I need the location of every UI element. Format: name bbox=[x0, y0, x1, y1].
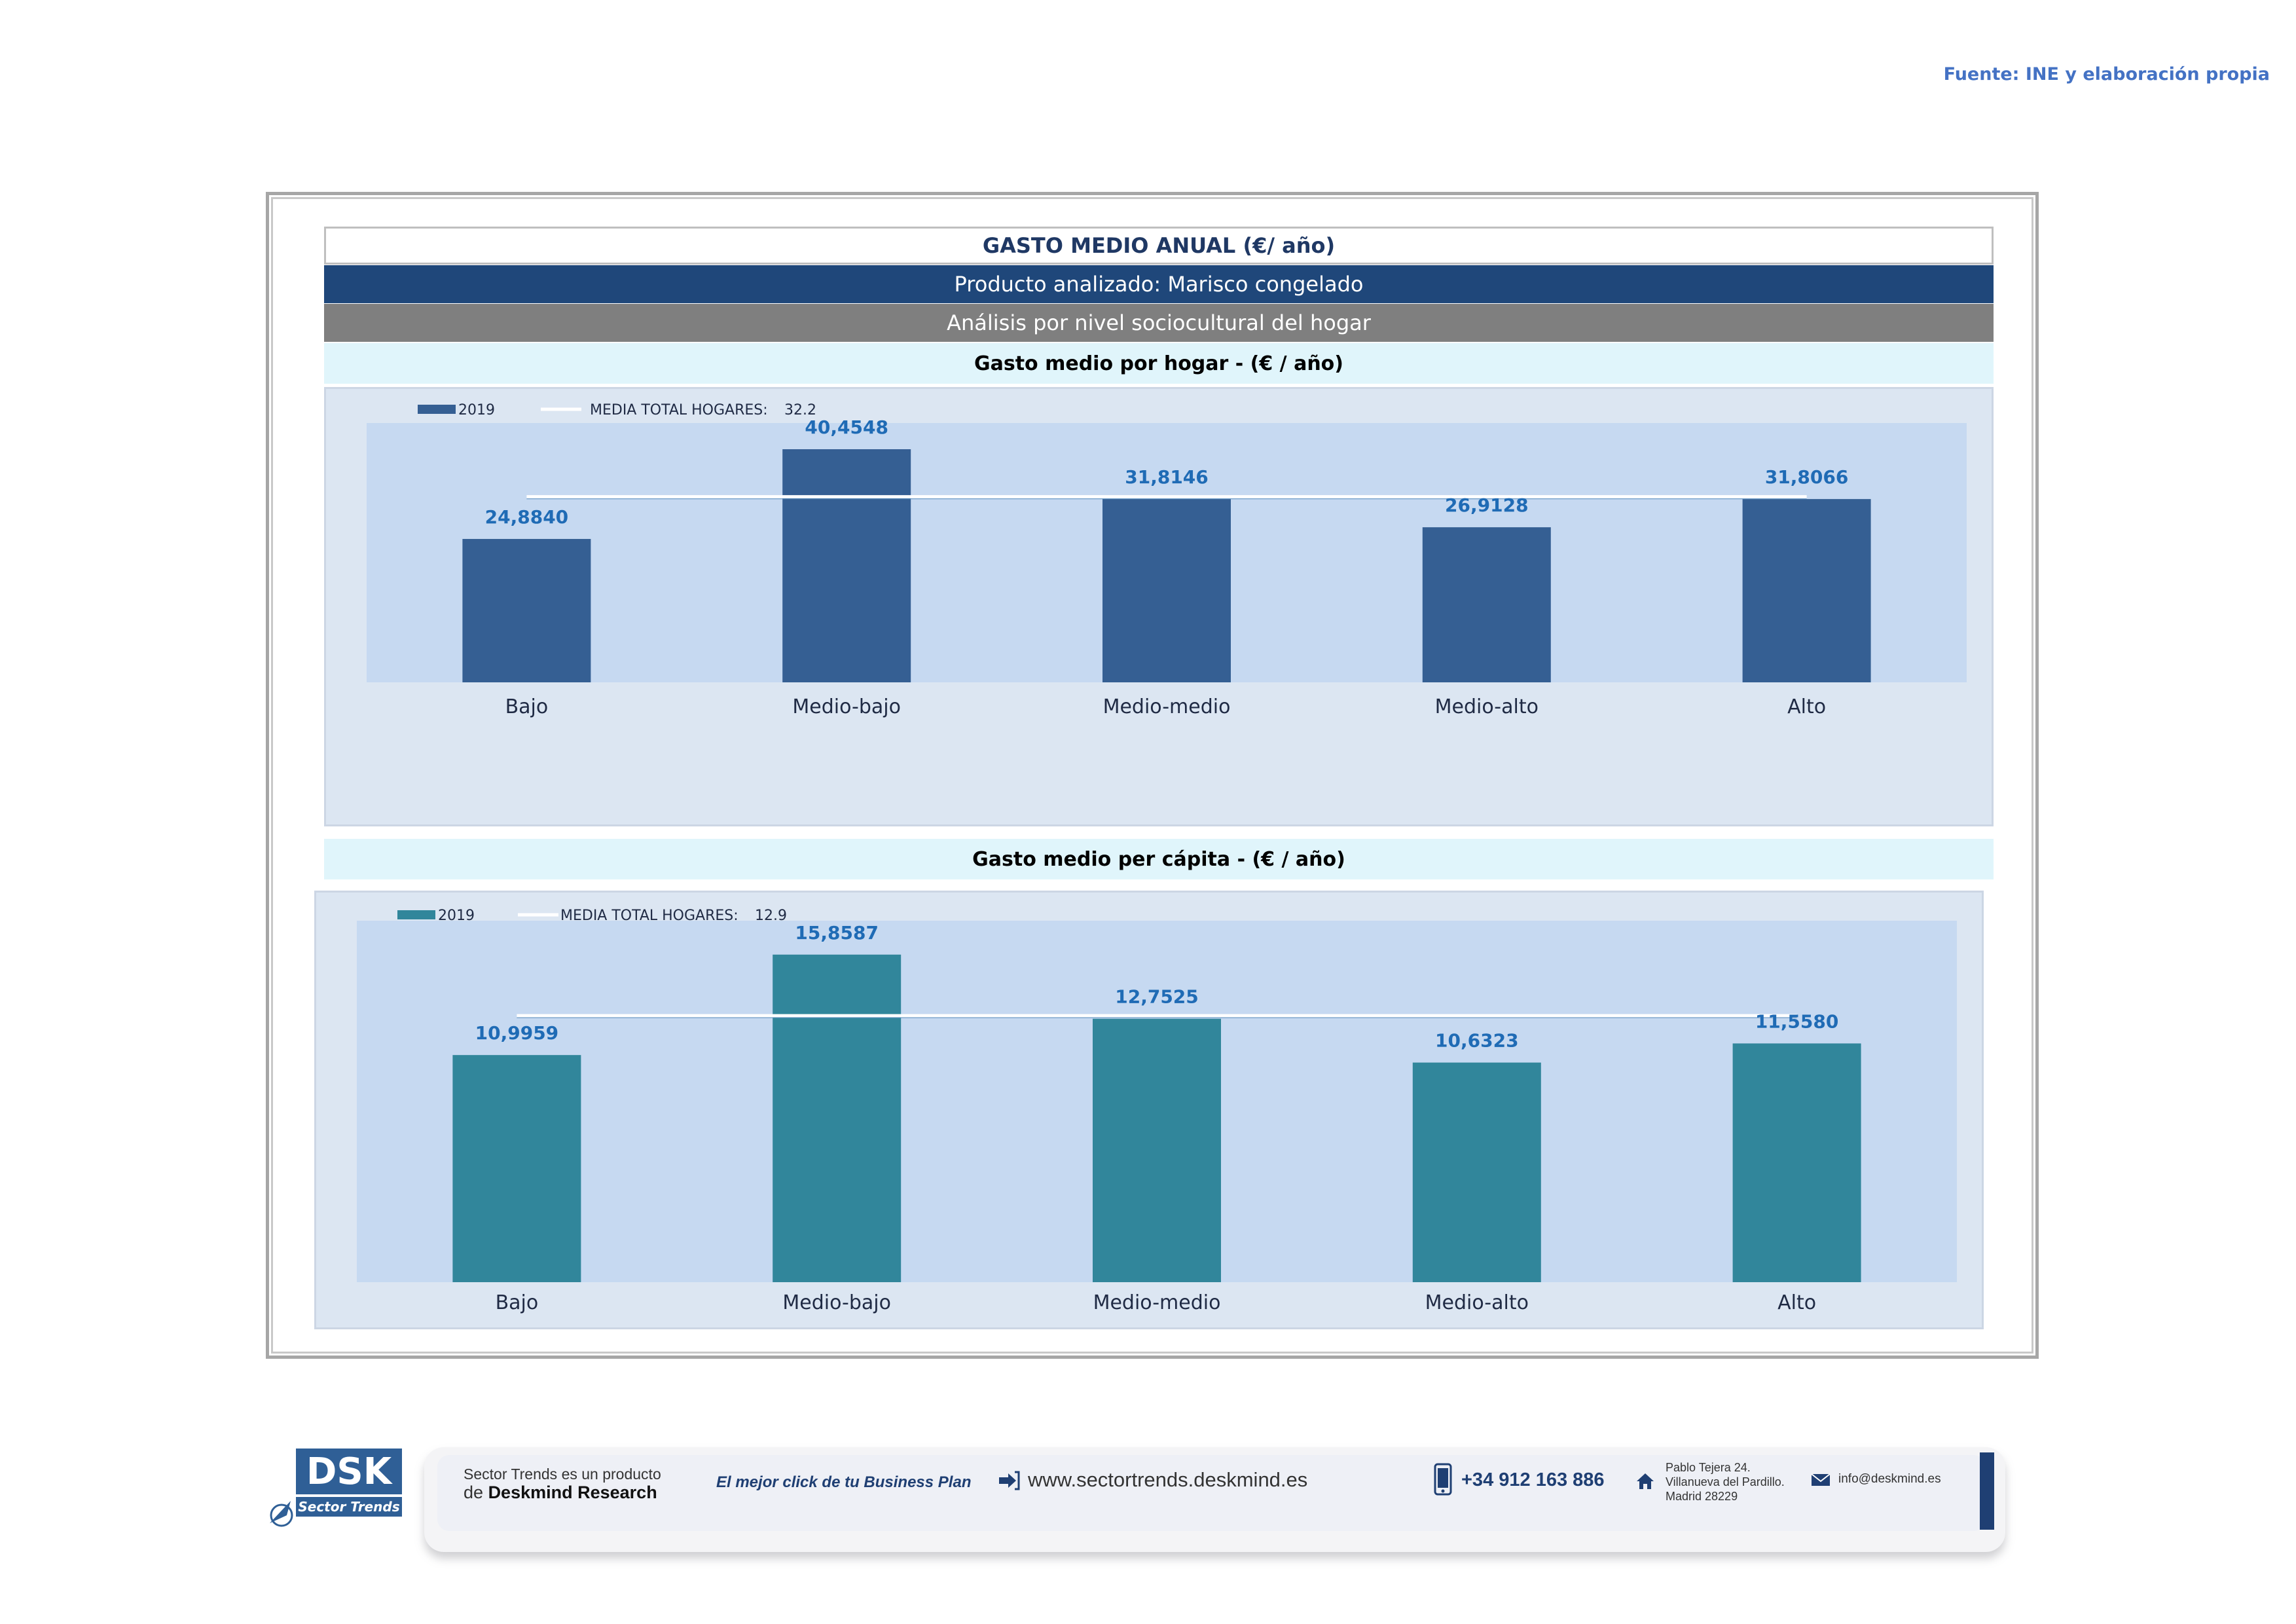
dsk-logo: DSK Sector Trends bbox=[267, 1446, 406, 1532]
product-banner: Producto analizado: Marisco congelado bbox=[324, 265, 1994, 303]
footer-phone[interactable]: +34 912 163 886 bbox=[1461, 1469, 1605, 1490]
footer-address: Pablo Tejera 24. Villanueva del Pardillo… bbox=[1666, 1460, 1785, 1504]
footer-email[interactable]: info@deskmind.es bbox=[1838, 1472, 1941, 1486]
hogar-category-label: Bajo bbox=[505, 695, 549, 718]
home-icon bbox=[1635, 1472, 1655, 1490]
hogar-bar bbox=[1742, 499, 1871, 682]
footer-slogan: El mejor click de tu Business Plan bbox=[716, 1473, 972, 1491]
capita-category-label: Bajo bbox=[496, 1291, 539, 1314]
footer-address-line1: Pablo Tejera 24. bbox=[1666, 1461, 1751, 1474]
hogar-legend-swatch bbox=[418, 405, 456, 414]
capita-value-label: 15,8587 bbox=[795, 922, 879, 944]
footer-address-line3: Madrid 28229 bbox=[1666, 1490, 1738, 1503]
capita-legend-swatch bbox=[397, 910, 435, 919]
hogar-value-label: 26,9128 bbox=[1445, 494, 1529, 516]
chart-capita-subtitle: Gasto medio per cápita - (€ / año) bbox=[324, 839, 1994, 879]
capita-legend-mean-label: MEDIA TOTAL HOGARES: bbox=[560, 908, 738, 924]
capita-bar bbox=[1093, 1018, 1221, 1282]
hogar-bar bbox=[462, 539, 591, 682]
hogar-legend-mean-label: MEDIA TOTAL HOGARES: bbox=[590, 402, 768, 418]
mail-icon bbox=[1811, 1473, 1831, 1486]
capita-value-label: 12,7525 bbox=[1115, 986, 1199, 1008]
chart-hogar-panel: 24,8840 40,4548 31,8146 26,9128 31,8066 Bajo M… bbox=[324, 387, 1994, 826]
chart-hogar-subtitle: Gasto medio por hogar - (€ / año) bbox=[324, 343, 1994, 384]
footer-accent-bar bbox=[1980, 1452, 1994, 1530]
phone-icon bbox=[1434, 1463, 1452, 1496]
logo-text: DSK bbox=[306, 1450, 393, 1493]
hogar-bar bbox=[1422, 527, 1551, 682]
source-note: Fuente: INE y elaboración propia bbox=[1943, 64, 2270, 84]
capita-bar bbox=[1732, 1043, 1861, 1282]
hogar-value-label: 31,8146 bbox=[1125, 466, 1209, 488]
footer-inner bbox=[437, 1455, 1986, 1531]
link-icon bbox=[998, 1471, 1020, 1490]
logo-subtext: Sector Trends bbox=[298, 1499, 399, 1515]
report-title: GASTO MEDIO ANUAL (€/ año) bbox=[324, 227, 1994, 265]
hogar-legend-series: 2019 bbox=[458, 402, 495, 418]
hogar-category-label: Medio-bajo bbox=[792, 695, 901, 718]
capita-value-label: 10,9959 bbox=[475, 1022, 559, 1044]
hogar-bar bbox=[782, 449, 911, 682]
hogar-category-label: Medio-alto bbox=[1435, 695, 1539, 718]
capita-value-label: 11,5580 bbox=[1755, 1010, 1839, 1032]
capita-category-label: Medio-medio bbox=[1093, 1291, 1221, 1314]
footer-brand: Deskmind Research bbox=[488, 1483, 657, 1502]
capita-bar bbox=[773, 954, 902, 1282]
capita-legend-series: 2019 bbox=[438, 908, 475, 924]
capita-bar bbox=[1412, 1062, 1541, 1282]
capita-category-label: Alto bbox=[1777, 1291, 1816, 1314]
report-frame bbox=[266, 192, 2039, 1359]
footer-product-line1: Sector Trends es un producto bbox=[464, 1466, 661, 1483]
hogar-bar bbox=[1102, 499, 1231, 682]
hogar-value-label: 24,8840 bbox=[485, 506, 569, 528]
capita-category-label: Medio-alto bbox=[1425, 1291, 1529, 1314]
footer-address-line2: Villanueva del Pardillo. bbox=[1666, 1475, 1785, 1488]
chart-capita-svg: 10,9959 15,8587 12,7525 10,6323 11,5580 Bajo M… bbox=[357, 908, 1957, 1314]
hogar-category-label: Alto bbox=[1787, 695, 1826, 718]
hogar-value-label: 31,8066 bbox=[1765, 466, 1849, 488]
capita-bar bbox=[452, 1055, 581, 1282]
capita-legend-mean-value: 12.9 bbox=[755, 908, 787, 924]
chart-hogar-svg: 24,8840 40,4548 31,8146 26,9128 31,8066 Bajo M… bbox=[367, 402, 1967, 718]
hogar-legend-mean-value: 32.2 bbox=[784, 402, 816, 418]
footer-website-link[interactable]: www.sectortrends.deskmind.es bbox=[1028, 1468, 1308, 1491]
capita-value-label: 10,6323 bbox=[1435, 1030, 1519, 1052]
hogar-category-label: Medio-medio bbox=[1103, 695, 1231, 718]
chart-capita-panel: 10,9959 15,8587 12,7525 10,6323 11,5580 Bajo M… bbox=[314, 891, 1984, 1329]
analysis-banner: Análisis por nivel sociocultural del hog… bbox=[324, 304, 1994, 342]
capita-category-label: Medio-bajo bbox=[782, 1291, 891, 1314]
footer-product-prefix: de bbox=[464, 1483, 484, 1502]
footer-product-line2: de Deskmind Research bbox=[464, 1483, 657, 1503]
report-frame-inner bbox=[271, 197, 2033, 1354]
hogar-value-label: 40,4548 bbox=[805, 416, 888, 438]
